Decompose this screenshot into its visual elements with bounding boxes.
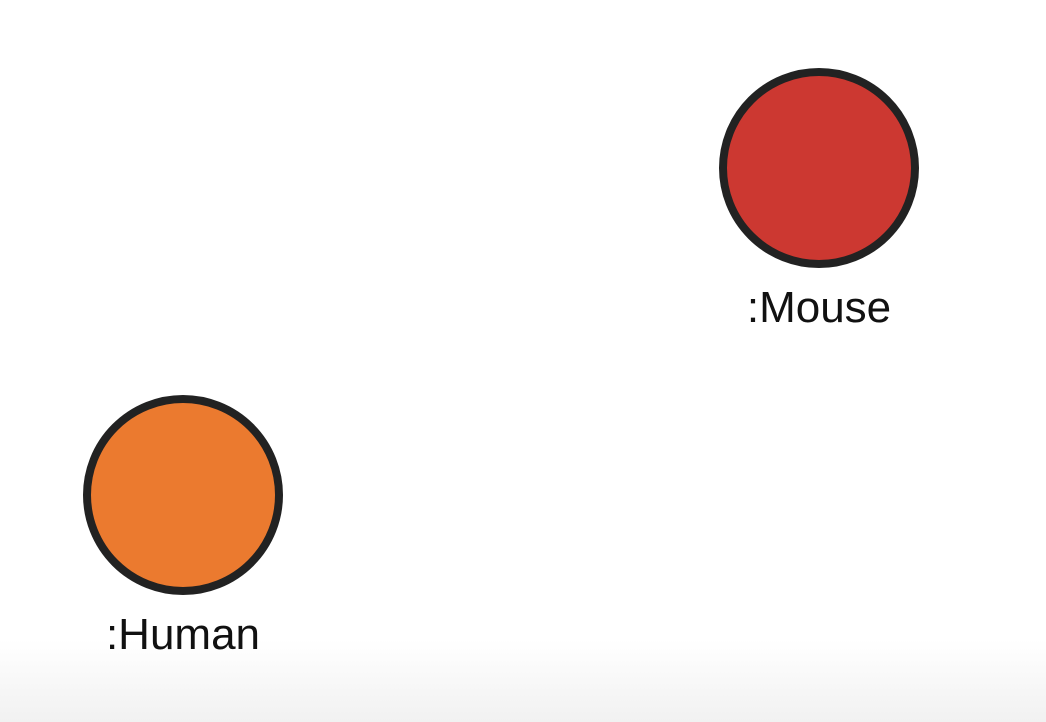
- human-node-label: :Human: [83, 609, 283, 661]
- mouse-node-label: :Mouse: [719, 282, 919, 334]
- mouse-node-circle[interactable]: [719, 68, 919, 268]
- mouse-node[interactable]: :Mouse: [719, 68, 919, 334]
- human-node-circle[interactable]: [83, 395, 283, 595]
- human-node[interactable]: :Human: [83, 395, 283, 661]
